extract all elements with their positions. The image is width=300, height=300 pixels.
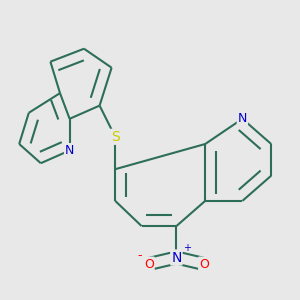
Text: N: N bbox=[65, 144, 74, 157]
Text: N: N bbox=[238, 112, 247, 125]
Text: +: + bbox=[183, 243, 191, 253]
Text: O: O bbox=[199, 257, 209, 271]
Text: N: N bbox=[171, 250, 182, 265]
Text: -: - bbox=[137, 249, 142, 262]
Text: O: O bbox=[144, 257, 154, 271]
Text: S: S bbox=[111, 130, 120, 144]
